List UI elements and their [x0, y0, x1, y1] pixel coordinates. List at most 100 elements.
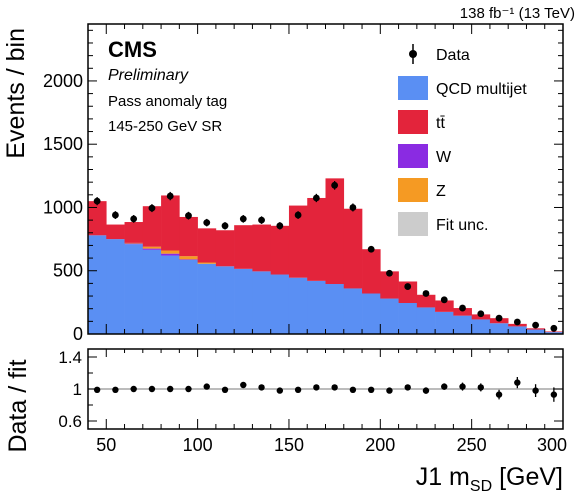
- bar-qcd-5: [179, 259, 198, 334]
- ratio-x-ticks: 50 100 150 200 250 300: [87, 349, 567, 455]
- ratio-point-16: [386, 387, 393, 394]
- bar-qcd-21: [471, 319, 491, 334]
- bar-ttbar-14: [343, 208, 363, 289]
- ratio-point-14: [349, 386, 357, 393]
- bar-qcd-2: [124, 244, 144, 334]
- ratio-data-points: [93, 377, 558, 402]
- bar-z-5: [179, 256, 198, 260]
- legend-swatch-3: [398, 144, 428, 168]
- legend-label-4: Z: [436, 183, 446, 200]
- bar-z-3: [142, 246, 162, 249]
- main-y-tick-label-4: 2000: [43, 71, 83, 91]
- data-point-2: [130, 215, 138, 223]
- data-point-13: [331, 181, 339, 189]
- data-point-6: [203, 219, 211, 227]
- ratio-point-15: [367, 386, 375, 393]
- bar-w-3: [142, 248, 162, 250]
- ratio-point-8: [240, 381, 247, 389]
- bar-z-4: [161, 250, 180, 254]
- bar-ttbar-25: [544, 331, 564, 333]
- bar-ttbar-20: [453, 308, 472, 316]
- data-point-5: [185, 212, 192, 220]
- data-point-16: [386, 269, 393, 277]
- ratio-point-7: [221, 386, 229, 393]
- bar-ttbar-18: [416, 294, 436, 308]
- data-point-11: [294, 211, 302, 219]
- ratio-point-20: [459, 383, 466, 390]
- data-point-22: [495, 314, 503, 322]
- ratio-point-0: [93, 386, 101, 393]
- ratio-y-tick-label-1: 1: [73, 380, 82, 399]
- legend-swatch-5: [398, 212, 428, 236]
- legend-label-1: QCD multijet: [436, 81, 527, 98]
- legend-label-0: Data: [436, 47, 470, 64]
- bar-qcd-6: [197, 263, 217, 334]
- ratio-x-tick-label-2: 150: [274, 435, 304, 455]
- legend-label-3: W: [436, 149, 452, 166]
- data-point-8: [239, 215, 247, 223]
- bar-qcd-17: [398, 303, 418, 334]
- bar-ttbar-16: [380, 271, 399, 299]
- ratio-point-21: [477, 384, 484, 391]
- bar-ttbar-0: [88, 201, 107, 236]
- bar-qcd-7: [215, 266, 235, 334]
- ratio-point-12: [313, 384, 320, 391]
- main-x-ticks: [87, 24, 564, 334]
- legend: Data QCD multijet tt̄ WZ Fit unc.: [398, 44, 527, 236]
- ratio-point-19: [441, 383, 448, 390]
- ratio-y-tick-label-0: 0.6: [58, 412, 82, 431]
- data-point-7: [221, 222, 229, 230]
- legend-swatch-1: [398, 76, 428, 100]
- ratio-y-axis-label: Data / fit: [4, 359, 32, 452]
- bar-ttbar-6: [197, 228, 217, 263]
- bar-ttbar-1: [106, 224, 125, 240]
- bar-qcd-19: [435, 311, 454, 334]
- bar-qcd-13: [325, 284, 345, 334]
- x-axis-label: J1 mSD [GeV]: [416, 463, 563, 495]
- legend-label-5: Fit unc.: [436, 217, 488, 234]
- main-plot-data-points: [93, 180, 558, 332]
- ratio-point-3: [148, 385, 156, 393]
- ratio-point-10: [276, 387, 284, 394]
- ratio-point-23: [514, 379, 521, 386]
- cms-label: CMS: [108, 37, 157, 62]
- ratio-point-25: [550, 391, 558, 398]
- data-point-23: [513, 318, 521, 326]
- data-point-9: [258, 216, 265, 224]
- bar-ttbar-12: [307, 197, 326, 281]
- bar-ttbar-5: [179, 216, 198, 257]
- data-point-3: [148, 204, 156, 212]
- bar-qcd-8: [234, 268, 253, 334]
- ratio-point-4: [167, 385, 174, 393]
- data-point-24: [532, 321, 539, 329]
- bar-qcd-0: [88, 235, 107, 334]
- main-y-tick-label-1: 500: [53, 261, 83, 281]
- main-y-ticks: 0 500 1000 1500 2000: [43, 29, 563, 344]
- bar-w-4: [161, 253, 180, 256]
- main-plot-bars: [88, 178, 564, 334]
- ratio-point-24: [532, 387, 539, 394]
- ratio-point-13: [331, 384, 338, 391]
- data-point-12: [312, 194, 320, 202]
- preliminary-label: Preliminary: [108, 67, 189, 84]
- bar-ttbar-9: [252, 224, 271, 272]
- ratio-point-9: [258, 384, 265, 391]
- bar-qcd-18: [416, 307, 436, 334]
- bar-qcd-11: [288, 277, 308, 334]
- bar-ttbar-11: [288, 205, 308, 278]
- data-point-14: [349, 204, 357, 211]
- ratio-point-18: [422, 387, 430, 394]
- ratio-x-tick-label-1: 100: [183, 435, 213, 455]
- ratio-y-ticks: 0.6 1 1.4: [58, 348, 563, 431]
- bar-qcd-25: [544, 332, 564, 334]
- data-point-25: [550, 324, 558, 332]
- main-y-tick-label-0: 0: [73, 324, 83, 344]
- bar-qcd-22: [489, 323, 509, 334]
- main-y-tick-label-3: 1500: [43, 134, 83, 154]
- bar-z-6: [197, 262, 217, 264]
- data-point-21: [477, 310, 485, 318]
- bar-ttbar-7: [215, 230, 235, 267]
- bar-ttbar-3: [142, 206, 162, 247]
- lumi-label: 138 fb⁻¹ (13 TeV): [460, 5, 575, 22]
